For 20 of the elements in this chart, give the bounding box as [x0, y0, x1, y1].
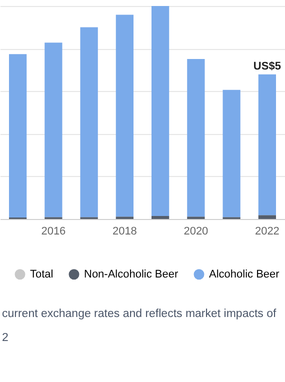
legend-label: Total: [30, 268, 54, 280]
annotation: US$5: [253, 60, 281, 72]
legend-label: Non-Alcoholic Beer: [84, 268, 178, 280]
bar: [44, 42, 62, 218]
x-tick-label: 2018: [112, 226, 137, 238]
text: 2: [2, 331, 10, 346]
bar: [187, 59, 205, 217]
x-tick-label: 2022: [254, 226, 280, 238]
bar: [116, 14, 134, 217]
bar: [151, 216, 170, 219]
bar: [80, 27, 98, 218]
x-tick-label: 2020: [184, 226, 208, 238]
bar: [258, 215, 276, 219]
bar: [8, 54, 27, 218]
legend-label: Alcoholic Beer: [209, 268, 280, 280]
x-tick-label: 2016: [41, 226, 66, 238]
bar: [222, 90, 240, 218]
bar: [258, 74, 276, 216]
text: current exchange rates and reflects market impacts of: [2, 307, 278, 322]
bar: [151, 6, 170, 216]
